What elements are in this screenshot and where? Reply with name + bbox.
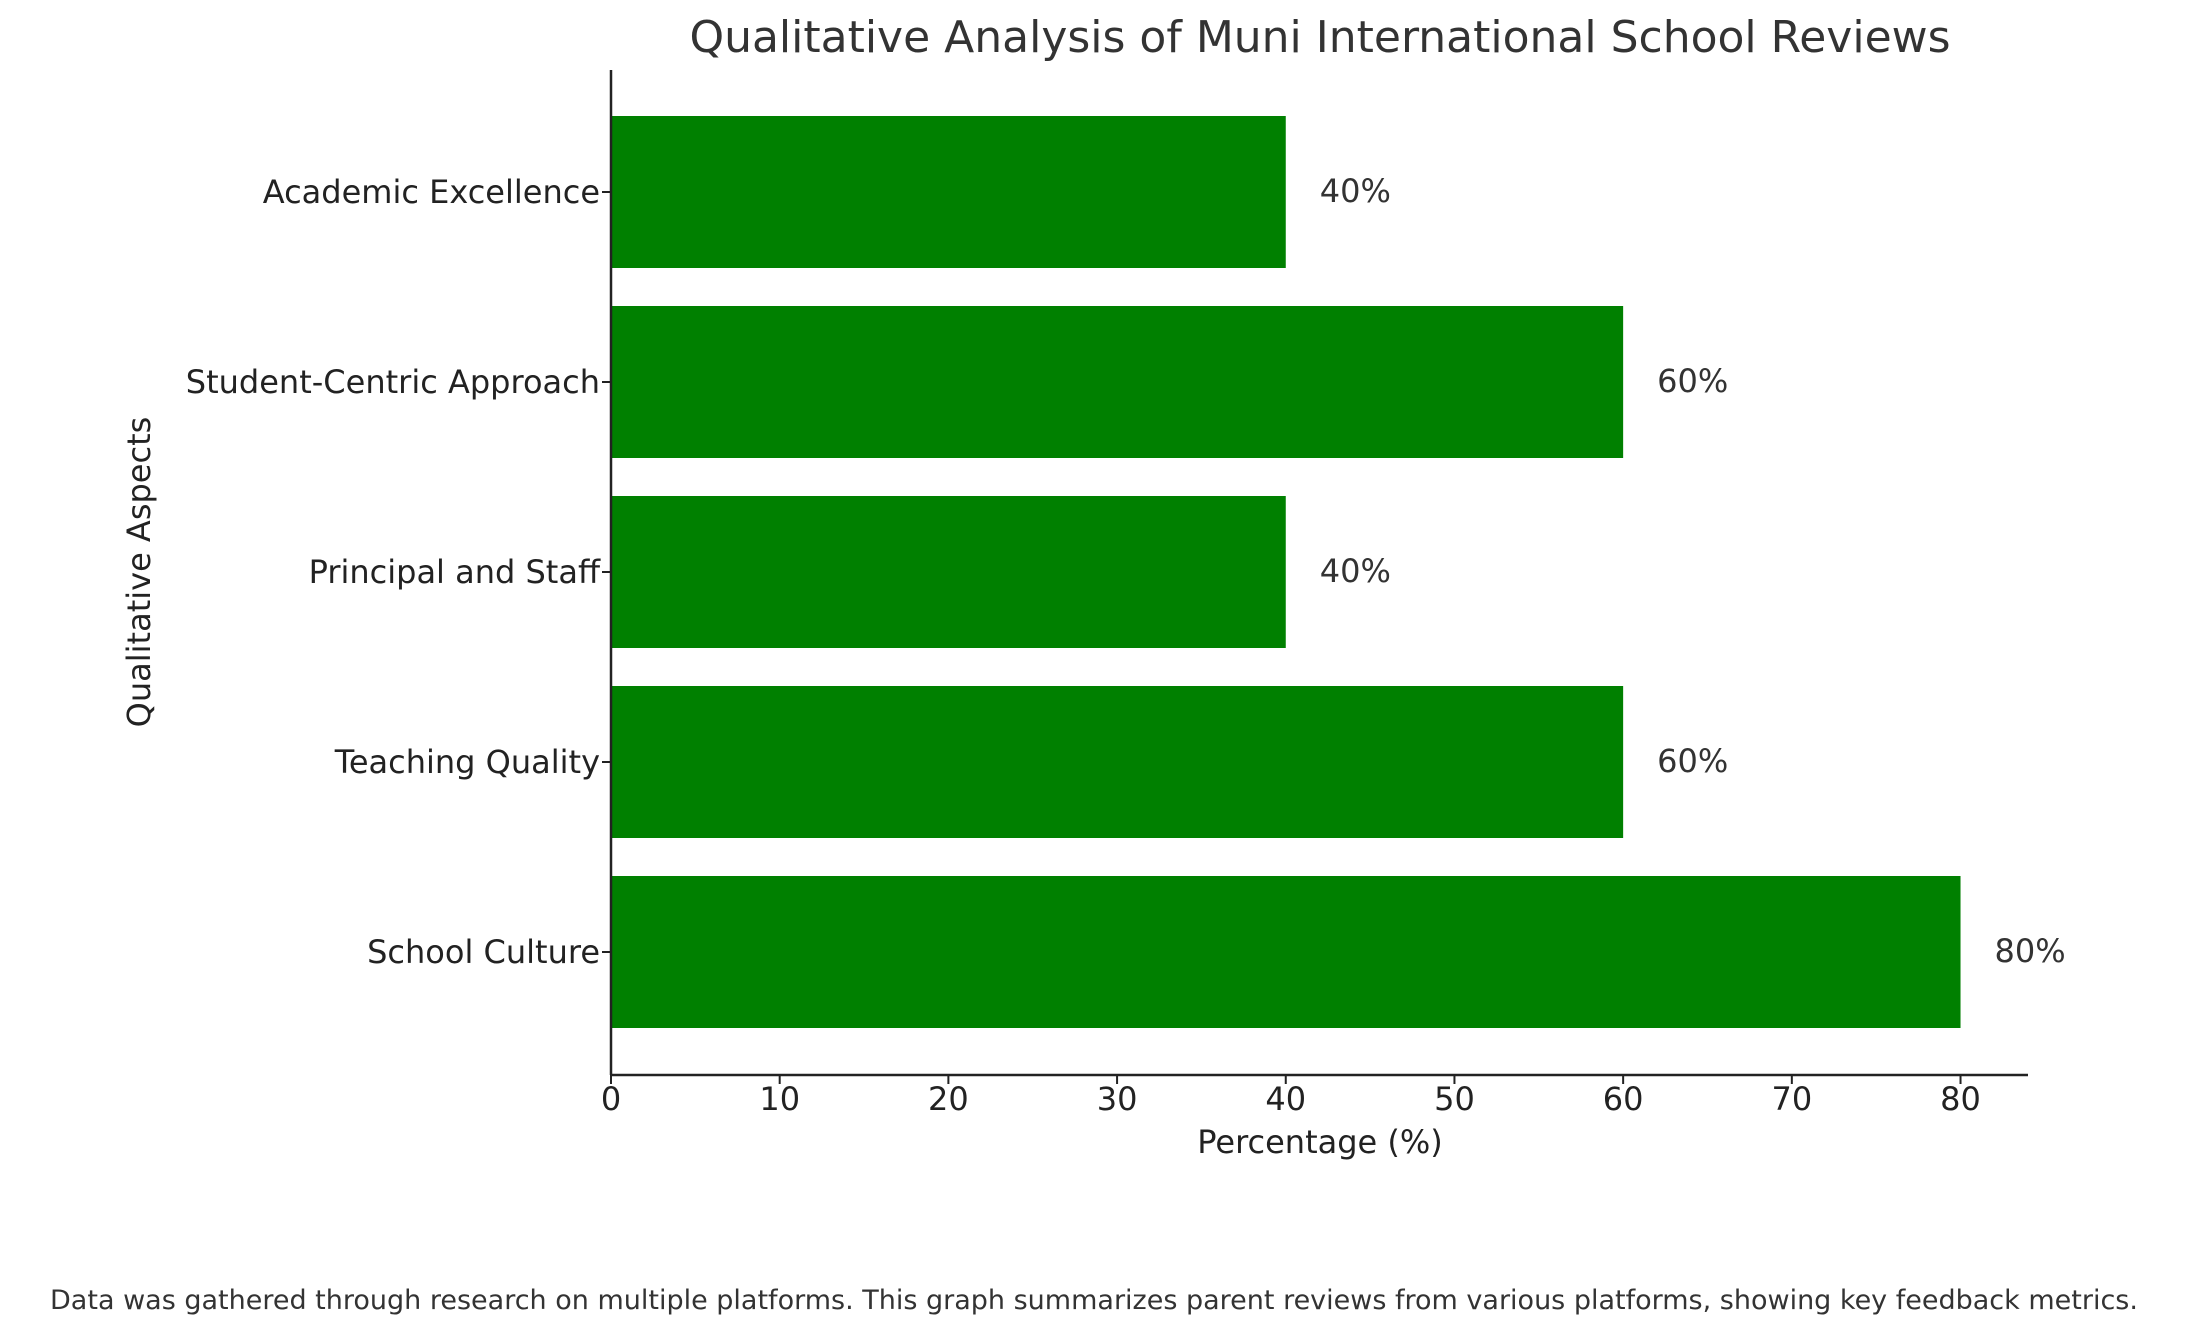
y-tick-label: Principal and Staff (309, 553, 601, 591)
value-labels: 80% 60% 40% 60% 40% (1320, 172, 2066, 970)
bar (611, 496, 1286, 648)
chart-title: Qualitative Analysis of Muni Internation… (689, 12, 1950, 63)
value-label: 60% (1657, 742, 1728, 780)
x-tick-label: 80 (1940, 1080, 1981, 1118)
value-label: 40% (1320, 552, 1391, 590)
bar (611, 306, 1624, 458)
bar (611, 116, 1286, 268)
x-tick-label: 20 (928, 1080, 969, 1118)
bar (611, 686, 1624, 838)
value-label: 60% (1657, 362, 1728, 400)
y-tick-label: School Culture (367, 933, 600, 971)
y-axis-label: Qualitative Aspects (120, 417, 158, 728)
x-tick-label: 70 (1771, 1080, 1812, 1118)
x-tick-label: 40 (1265, 1080, 1306, 1118)
chart-caption: Data was gathered through research on mu… (50, 1285, 2138, 1316)
x-axis-label: Percentage (%) (1197, 1123, 1443, 1161)
y-tick-label: Teaching Quality (334, 743, 600, 781)
bar (611, 876, 1961, 1028)
y-tick-label: Student-Centric Approach (186, 363, 600, 401)
value-label: 40% (1320, 172, 1391, 210)
x-ticks: 0 10 20 30 40 50 60 70 80 (601, 1075, 1981, 1118)
x-tick-label: 10 (759, 1080, 800, 1118)
x-tick-label: 0 (601, 1080, 621, 1118)
bars-group (611, 116, 1961, 1028)
y-tick-label: Academic Excellence (263, 173, 600, 211)
x-tick-label: 60 (1603, 1080, 1644, 1118)
x-tick-label: 50 (1434, 1080, 1475, 1118)
y-tick-labels: School Culture Teaching Quality Principal … (186, 173, 611, 971)
x-tick-label: 30 (1097, 1080, 1138, 1118)
value-label: 80% (1995, 932, 2066, 970)
